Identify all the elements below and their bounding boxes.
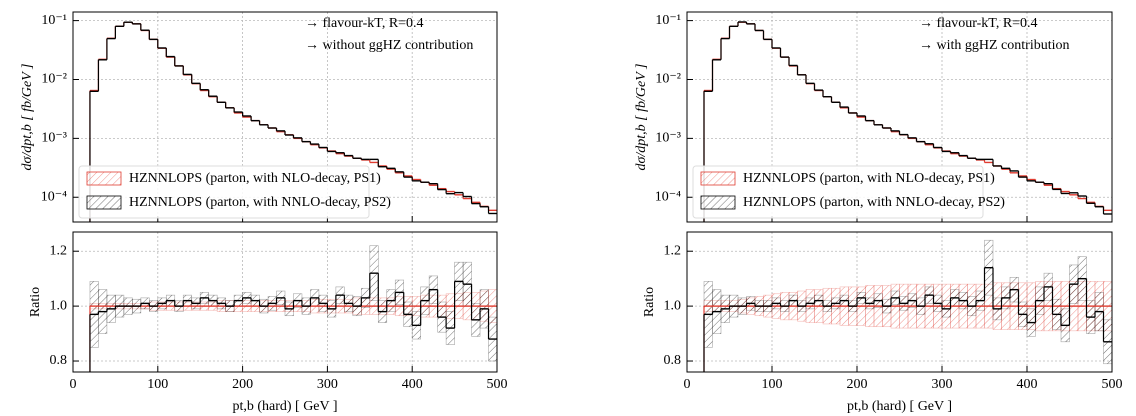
x-tick-label: 200 (847, 377, 868, 392)
x-axis-label: pt,b (hard) [ GeV ] (847, 399, 952, 414)
frame (72, 231, 498, 373)
x-tick-label: 300 (317, 377, 338, 392)
legend-swatch (700, 195, 736, 210)
y-tick-label: 10⁻¹ (655, 13, 681, 28)
y-tick-label: 0.8 (50, 353, 68, 368)
x-tick-label: 100 (762, 377, 783, 392)
x-tick-label: 500 (1102, 377, 1123, 392)
y-tick-label: 1.2 (50, 243, 68, 258)
annotation: → flavour-kT, R=0.4 (305, 16, 424, 31)
frame (686, 11, 1113, 223)
plot-area (703, 21, 1112, 222)
plot-area (703, 239, 1112, 372)
y-axis-label: Ratio (642, 287, 657, 317)
legend-box (78, 165, 370, 219)
legend-swatch (700, 171, 736, 186)
x-tick-label: 400 (402, 377, 423, 392)
annotation: → flavour-kT, R=0.4 (919, 16, 1038, 31)
x-tick-label: 200 (232, 377, 253, 392)
y-axis-label: dσ/dpt,b [ fb/GeV ] (20, 64, 35, 171)
legend-label: HZNNLOPS (parton, with NNLO-decay, PS2) (129, 195, 391, 210)
x-tick-label: 0 (684, 377, 691, 392)
legend-box (692, 165, 984, 219)
x-tick-label: 100 (147, 377, 168, 392)
y-tick-label: 0.8 (664, 353, 682, 368)
annotation: → without ggHZ contribution (305, 38, 473, 53)
y-tick-label: 1.0 (664, 298, 682, 313)
y-tick-label: 10⁻³ (655, 131, 681, 146)
x-tick-label: 0 (70, 377, 77, 392)
x-tick-label: 500 (487, 377, 508, 392)
legend-label: HZNNLOPS (parton, with NLO-decay, PS1) (743, 171, 995, 186)
frame (72, 11, 498, 223)
y-axis-label: dσ/dpt,b [ fb/GeV ] (634, 64, 649, 171)
frame (686, 231, 1113, 373)
y-tick-label: 10⁻² (655, 72, 681, 87)
plot-area (89, 245, 497, 372)
step-riser (703, 267, 1105, 372)
y-axis-label: Ratio (28, 287, 43, 317)
x-axis-label: pt,b (hard) [ GeV ] (232, 399, 337, 414)
legend-label: HZNNLOPS (parton, with NNLO-decay, PS2) (743, 195, 1005, 210)
annotation: → with ggHZ contribution (919, 38, 1070, 53)
y-tick-label: 10⁻⁴ (41, 189, 67, 204)
x-tick-label: 400 (1017, 377, 1038, 392)
y-tick-label: 10⁻⁴ (655, 189, 681, 204)
x-tick-label: 300 (932, 377, 953, 392)
y-tick-label: 1.2 (664, 243, 682, 258)
y-tick-label: 10⁻¹ (41, 13, 67, 28)
y-tick-label: 10⁻² (41, 72, 67, 87)
y-tick-label: 10⁻³ (41, 131, 67, 146)
legend-swatch (86, 171, 122, 186)
legend-label: HZNNLOPS (parton, with NLO-decay, PS1) (129, 171, 381, 186)
legend-swatch (86, 195, 122, 210)
plot-area (89, 21, 497, 222)
y-tick-label: 1.0 (50, 298, 68, 313)
